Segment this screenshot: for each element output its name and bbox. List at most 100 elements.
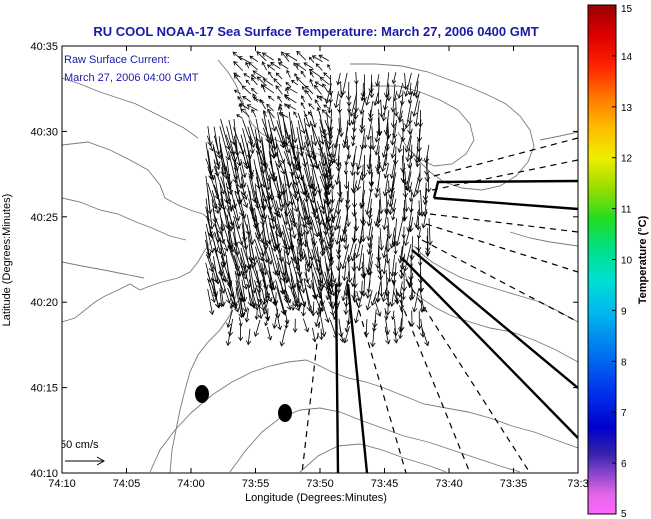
current-vector xyxy=(334,226,341,245)
current-vector xyxy=(393,262,398,277)
current-vector xyxy=(207,166,220,200)
current-vector xyxy=(409,310,415,328)
current-vector xyxy=(393,90,398,102)
current-vector xyxy=(240,191,249,209)
current-vector xyxy=(408,190,414,203)
current-vector xyxy=(291,301,296,311)
transect-solid-lines xyxy=(334,179,578,473)
current-vector xyxy=(316,95,323,102)
current-vector xyxy=(245,79,251,85)
current-vector xyxy=(220,262,228,283)
current-vector xyxy=(239,103,250,110)
current-vector xyxy=(391,72,397,85)
current-vector xyxy=(282,232,291,256)
current-vector xyxy=(254,223,264,244)
current-vector xyxy=(241,85,252,95)
chart-title: RU COOL NOAA-17 Sea Surface Temperature:… xyxy=(93,24,538,39)
current-vector xyxy=(248,290,256,309)
coastline-contours xyxy=(62,59,578,473)
current-vector xyxy=(401,119,406,133)
current-vector xyxy=(308,68,321,77)
current-vector xyxy=(261,61,268,71)
current-vector xyxy=(329,199,335,213)
current-vector xyxy=(248,62,258,71)
current-vector xyxy=(213,150,221,171)
current-vector xyxy=(227,318,234,337)
current-vector xyxy=(281,287,292,311)
current-vector xyxy=(282,159,292,189)
current-vector xyxy=(355,171,363,191)
current-vector xyxy=(239,200,247,219)
current-vector xyxy=(236,114,244,119)
current-vector xyxy=(407,82,413,96)
current-vector xyxy=(366,218,373,242)
current-vector xyxy=(390,137,397,159)
current-vector xyxy=(415,181,421,195)
current-vector xyxy=(403,225,412,247)
current-vector xyxy=(314,81,324,87)
current-vector xyxy=(243,73,251,78)
current-vector xyxy=(315,63,323,71)
current-vector xyxy=(206,254,214,273)
current-vector xyxy=(353,72,359,85)
current-vector xyxy=(279,328,286,347)
current-vector xyxy=(277,58,283,64)
current-vector xyxy=(346,235,356,263)
current-vector xyxy=(289,191,299,213)
current-vector xyxy=(259,98,266,110)
current-vector xyxy=(301,85,306,93)
current-vector xyxy=(241,222,249,250)
colorbar-tick-label: 10 xyxy=(621,256,633,267)
current-vector xyxy=(378,271,385,298)
current-vector xyxy=(295,63,307,71)
current-vector xyxy=(261,52,274,61)
current-vector xyxy=(256,51,267,62)
current-vector xyxy=(366,280,372,294)
coastline-sandy-hook xyxy=(169,234,241,473)
contour-west-bay xyxy=(62,197,187,241)
current-vector xyxy=(295,271,303,309)
current-vector xyxy=(404,72,412,97)
current-vector xyxy=(333,208,341,231)
current-vector xyxy=(381,134,390,158)
current-vector xyxy=(382,208,388,231)
colorbar-tick-label: 11 xyxy=(621,205,632,216)
current-vector xyxy=(323,104,331,110)
current-vector xyxy=(325,288,335,310)
current-vector xyxy=(345,135,351,150)
current-vector xyxy=(385,118,392,139)
y-tick-label: 40:25 xyxy=(30,212,58,224)
current-vector xyxy=(252,96,265,104)
current-vector xyxy=(318,238,326,255)
current-vector xyxy=(354,309,359,324)
current-vector xyxy=(291,120,298,144)
current-vector xyxy=(419,299,425,313)
current-vector xyxy=(322,83,329,93)
current-vector xyxy=(360,208,367,227)
colorbar-tick-label: 9 xyxy=(621,306,627,317)
dashed-fan-6 xyxy=(425,223,578,273)
current-vector xyxy=(319,76,330,86)
x-tick-label: 73:40 xyxy=(435,478,463,490)
current-vector xyxy=(293,111,298,118)
current-vector xyxy=(325,247,337,284)
current-vector-field xyxy=(204,50,433,348)
colorbar-tick-label: 14 xyxy=(621,52,633,63)
current-vector xyxy=(308,103,315,110)
current-vector xyxy=(408,181,413,193)
current-vector xyxy=(286,86,298,94)
current-vector xyxy=(257,291,263,303)
current-vector xyxy=(266,64,276,71)
current-vector xyxy=(240,300,246,318)
current-vector xyxy=(386,261,393,283)
current-vector xyxy=(319,263,330,290)
current-vector xyxy=(249,135,255,155)
current-vector xyxy=(422,199,428,217)
current-vector xyxy=(310,110,317,129)
contour-shelf-east-2 xyxy=(413,245,578,323)
current-vector xyxy=(275,72,283,80)
current-vector xyxy=(319,328,324,341)
current-vector xyxy=(269,133,277,160)
current-vector xyxy=(225,326,232,347)
current-vector xyxy=(351,280,357,300)
